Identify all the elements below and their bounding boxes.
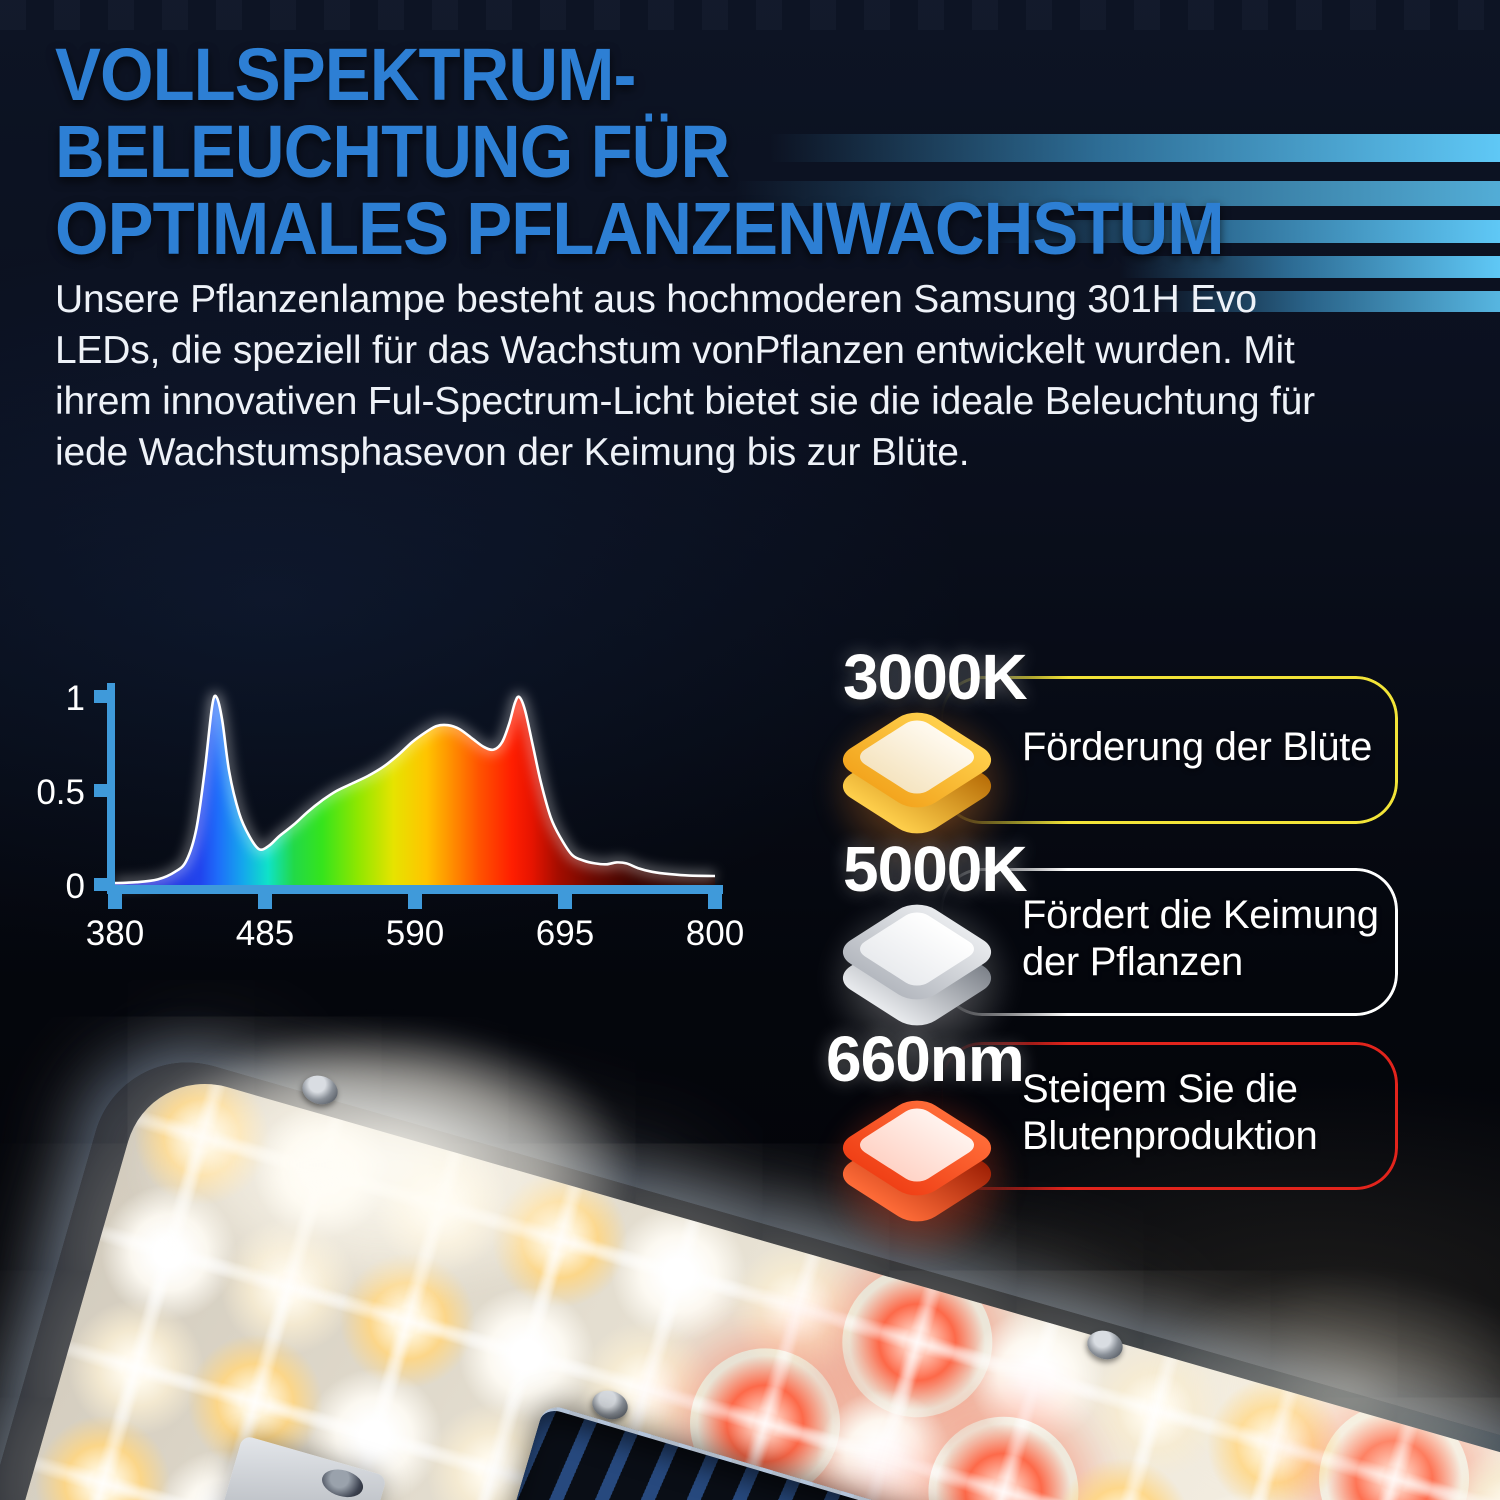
intro-paragraph: Unsere Pflanzenlampe besteht aus hochmod… [55, 274, 1485, 478]
light-streak [770, 134, 1500, 162]
light-streak [1120, 256, 1500, 278]
callout-description: Steiqem Sie die Blutenproduktion [1022, 1042, 1390, 1184]
led-chip-icon [822, 1078, 1012, 1248]
callout-3000k: 3000K Förderung der Blüte [785, 640, 1440, 908]
intro-line-2: LEDs, die speziell für das Wachstum vonP… [55, 329, 1295, 372]
light-streak [1150, 291, 1500, 312]
svg-text:0.5: 0.5 [36, 773, 85, 812]
svg-text:1: 1 [66, 679, 85, 718]
title-line-2: BELEUCHTUNG FÜR [55, 110, 730, 193]
svg-text:485: 485 [236, 914, 294, 953]
top-texture-band [0, 0, 1500, 30]
intro-line-3: ihrem innovativen Ful-Spectrum-Licht bie… [55, 380, 1315, 423]
callout-660nm: 660nm Steiqem Sie die Blutenproduktion [785, 1022, 1440, 1296]
callout-label: 5000K [843, 832, 1028, 906]
description-line: Steiqem Sie die [1022, 1067, 1298, 1111]
intro-line-4: iede Wachstumsphasevon der Keimung bis z… [55, 431, 970, 474]
led-chip-icon [822, 882, 1012, 1052]
page-title: VOLLSPEKTRUM- BELEUCHTUNG FÜR OPTIMALES … [55, 33, 1225, 270]
light-streak [735, 181, 1500, 206]
description-line: Blutenproduktion [1022, 1114, 1318, 1158]
title-line-3: OPTIMALES PFLANZENWACHSTUM [55, 187, 1225, 270]
callout-description: Förderung der Blüte [1022, 676, 1390, 818]
led-chip-icon [822, 690, 1012, 860]
light-streak [990, 220, 1500, 243]
intro-line-1: Unsere Pflanzenlampe besteht aus hochmod… [55, 278, 1257, 321]
callout-description: Fördert die Keimung der Pflanzen [1022, 868, 1390, 1010]
description-line: der Pflanzen [1022, 940, 1243, 984]
svg-text:0: 0 [66, 867, 85, 906]
svg-text:590: 590 [386, 914, 444, 953]
svg-text:695: 695 [536, 914, 594, 953]
screw-hole [318, 1465, 367, 1500]
svg-text:800: 800 [686, 914, 744, 953]
title-line-1: VOLLSPEKTRUM- [55, 33, 636, 116]
spectrum-chart: 0 0.5 1 380 485 590 695 800 [30, 640, 750, 970]
svg-text:380: 380 [86, 914, 144, 953]
description-line: Fördert die Keimung [1022, 893, 1379, 937]
description-line: Förderung der Blüte [1022, 724, 1373, 769]
callout-5000k: 5000K Fördert die Keimung der Pflanzen [785, 832, 1440, 1100]
